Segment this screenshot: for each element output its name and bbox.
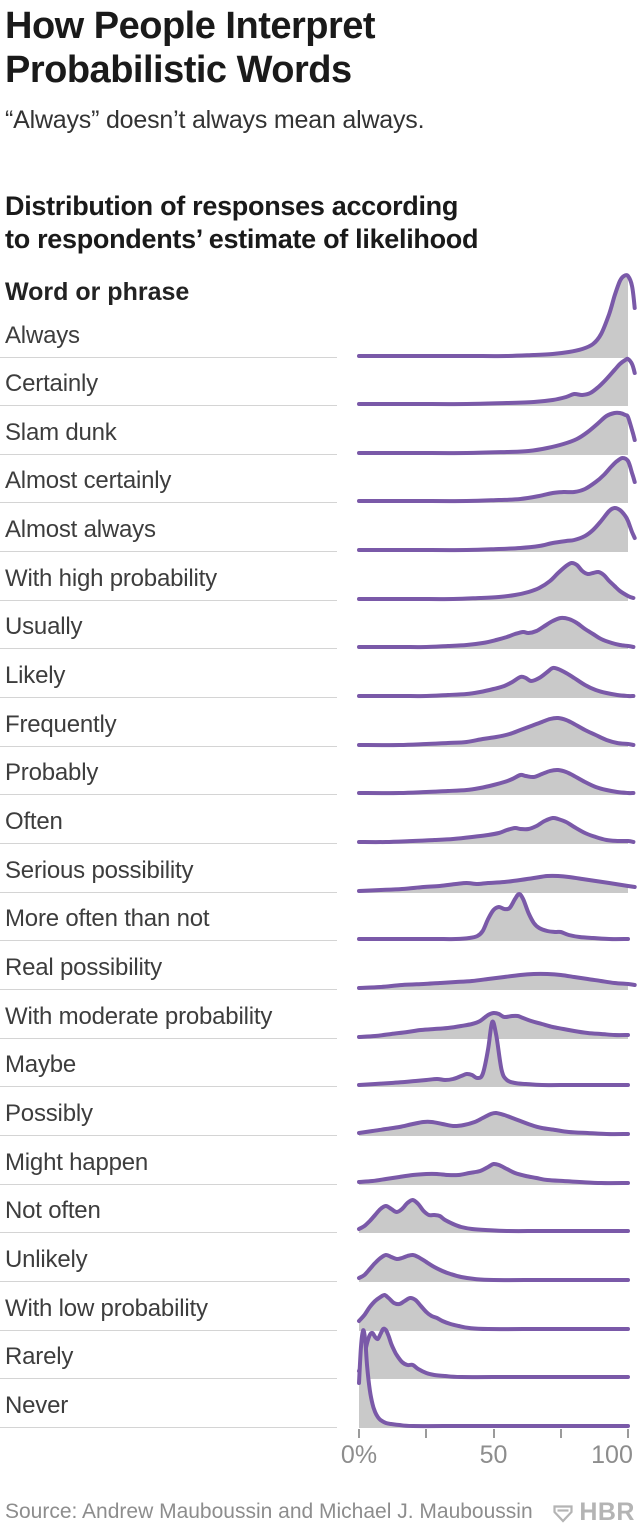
x-tick-label: 100 bbox=[591, 1441, 633, 1469]
density-plot-almost-always bbox=[357, 506, 637, 553]
density-plot-not-often bbox=[357, 1198, 630, 1234]
row-separator bbox=[0, 405, 337, 407]
row-label-might-happen: Might happen bbox=[5, 1148, 149, 1176]
density-plot-rarely bbox=[357, 1326, 630, 1380]
x-axis-tick bbox=[425, 1428, 428, 1438]
row-label-unlikely: Unlikely bbox=[5, 1245, 88, 1273]
density-plot-frequently bbox=[357, 715, 636, 747]
density-plot-always bbox=[357, 272, 637, 358]
hbr-logo-text: HBR bbox=[579, 1498, 635, 1526]
x-axis-tick bbox=[358, 1428, 360, 1438]
density-plot-serious-possibility bbox=[357, 873, 637, 893]
row-separator bbox=[0, 891, 337, 893]
density-plot-often bbox=[357, 815, 636, 845]
row-label-slam-dunk: Slam dunk bbox=[5, 418, 117, 446]
density-plot-almost-certainly bbox=[357, 456, 637, 504]
row-separator bbox=[0, 1183, 337, 1185]
density-plot-never bbox=[357, 1327, 630, 1428]
density-plot-unlikely bbox=[357, 1252, 630, 1282]
row-label-usually: Usually bbox=[5, 613, 83, 641]
row-separator bbox=[0, 843, 337, 844]
row-label-never: Never bbox=[5, 1391, 69, 1419]
density-plot-possibly bbox=[357, 1110, 630, 1136]
density-plot-more-often-than-not bbox=[357, 892, 630, 942]
row-separator bbox=[0, 599, 337, 601]
row-separator bbox=[0, 551, 337, 553]
row-separator bbox=[0, 1378, 337, 1380]
hbr-logo: HBR bbox=[552, 1498, 635, 1527]
row-separator bbox=[0, 356, 337, 358]
row-label-certainly: Certainly bbox=[5, 370, 98, 398]
density-plot-real-possibility bbox=[357, 971, 637, 990]
row-separator bbox=[0, 745, 337, 747]
row-separator bbox=[0, 1232, 337, 1234]
row-label-more-often-than-not: More often than not bbox=[5, 905, 210, 933]
row-separator bbox=[0, 1280, 337, 1282]
row-label-possibly: Possibly bbox=[5, 1099, 93, 1127]
row-label-almost-certainly: Almost certainly bbox=[5, 467, 172, 495]
row-separator bbox=[0, 1037, 337, 1039]
row-label-rarely: Rarely bbox=[5, 1343, 74, 1371]
row-separator bbox=[0, 940, 337, 942]
row-label-maybe: Maybe bbox=[5, 1051, 77, 1079]
density-plot-certainly bbox=[357, 356, 637, 407]
density-plot-usually bbox=[357, 616, 636, 650]
chart-heading: Distribution of responses according to r… bbox=[5, 191, 479, 254]
row-label-not-often: Not often bbox=[5, 1197, 101, 1225]
x-axis-tick bbox=[627, 1428, 629, 1438]
row-separator bbox=[0, 1426, 337, 1428]
row-separator bbox=[0, 1086, 337, 1088]
x-tick-label: 0% bbox=[340, 1441, 378, 1469]
row-label-serious-possibility: Serious possibility bbox=[5, 856, 194, 884]
row-label-with-low-probability: With low probability bbox=[5, 1294, 208, 1322]
row-label-frequently: Frequently bbox=[5, 710, 117, 738]
row-separator bbox=[0, 453, 337, 455]
row-label-almost-always: Almost always bbox=[5, 516, 156, 544]
density-plot-with-high-probability bbox=[357, 560, 636, 601]
row-label-with-high-probability: With high probability bbox=[5, 564, 217, 592]
density-plot-with-low-probability bbox=[357, 1292, 630, 1331]
density-plot-maybe bbox=[357, 1019, 630, 1088]
row-separator bbox=[0, 697, 337, 699]
source-credit: Source: Andrew Mauboussin and Michael J.… bbox=[5, 1500, 533, 1523]
row-label-likely: Likely bbox=[5, 662, 66, 690]
density-plot-might-happen bbox=[357, 1161, 630, 1185]
row-label-probably: Probably bbox=[5, 759, 99, 787]
density-plot-likely bbox=[357, 665, 636, 699]
x-axis-tick bbox=[492, 1428, 495, 1438]
row-label-real-possibility: Real possibility bbox=[5, 953, 162, 981]
row-label-often: Often bbox=[5, 808, 63, 835]
page-subtitle: “Always” doesn’t always mean always. bbox=[5, 106, 425, 134]
row-separator bbox=[0, 1329, 337, 1331]
density-plot-slam-dunk bbox=[357, 410, 637, 455]
row-separator bbox=[0, 502, 337, 504]
column-header-word-or-phrase: Word or phrase bbox=[5, 278, 190, 306]
x-axis-tick bbox=[559, 1428, 562, 1438]
hbr-shield-icon bbox=[553, 1504, 573, 1523]
row-separator bbox=[0, 794, 337, 796]
row-label-with-moderate-probability: With moderate probability bbox=[5, 1002, 273, 1030]
row-separator bbox=[0, 1134, 337, 1136]
density-plot-probably bbox=[357, 768, 636, 796]
row-separator bbox=[0, 648, 337, 650]
x-tick-label: 50 bbox=[479, 1441, 508, 1469]
row-separator bbox=[0, 988, 337, 990]
row-label-always: Always bbox=[5, 321, 80, 349]
page-title: How People Interpret Probabilistic Words bbox=[5, 5, 376, 91]
